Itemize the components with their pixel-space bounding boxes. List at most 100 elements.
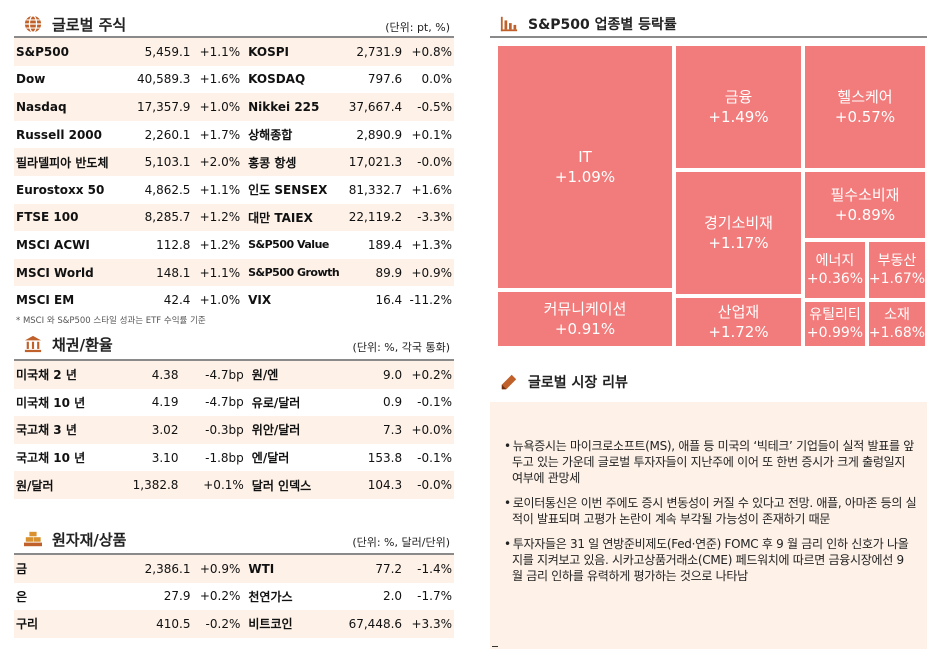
change-cell: 0.0% <box>404 65 454 94</box>
value-cell: 3.02 <box>130 416 181 444</box>
sector-name: 유틸리티 <box>809 307 861 323</box>
value-cell: 148.1 <box>130 258 193 287</box>
value-cell: 17,357.9 <box>130 93 193 121</box>
change-cell: +1.6% <box>192 65 243 94</box>
value-cell: 104.3 <box>349 471 405 499</box>
change-cell: -11.2% <box>404 286 454 314</box>
treemap-tile-real-estate: 부동산 +1.67% <box>867 240 927 300</box>
value-cell: 22,119.2 <box>346 203 405 232</box>
name-cell: 엔/달러 <box>245 443 350 472</box>
name-cell: 유로/달러 <box>245 388 350 417</box>
value-cell: 2.0 <box>346 582 405 611</box>
table-row: MSCI ACWI 112.8 +1.2% S&P500 Value 189.4 +1.3… <box>14 231 454 259</box>
table-row: Dow 40,589.3 +1.6% KOSDAQ 797.6 0.0% <box>14 65 454 94</box>
table-row: 필라델피아 반도체 5,103.1 +2.0% 홍콩 항셍 17,021.3 -0.0% <box>14 148 454 176</box>
sector-treemap-header: S&P500 업종별 등락률 <box>490 8 927 38</box>
change-cell: +1.1% <box>192 175 243 204</box>
name-cell: S&P500 Growth <box>242 258 347 287</box>
name-cell: MSCI World <box>14 258 131 287</box>
value-cell: 77.2 <box>346 554 405 583</box>
bonds-fx-unit: (단위: %, 각국 통화) <box>352 340 450 354</box>
table-row: 금 2,386.1 +0.9% WTI 77.2 -1.4% <box>14 554 454 583</box>
name-cell: 미국채 10 년 <box>14 388 131 417</box>
commodities-table: 금 2,386.1 +0.9% WTI 77.2 -1.4% 은 27.9 +0.2% 천연가스 2… <box>14 554 454 638</box>
value-cell: 5,103.1 <box>130 148 193 176</box>
change-cell: +1.7% <box>192 120 243 149</box>
change-cell: +1.3% <box>404 231 454 259</box>
pencil-icon <box>501 374 517 390</box>
name-cell: 달러 인덱스 <box>245 471 350 499</box>
commodities-header: 원자재/상품 (단위: %, 달러/단위) <box>14 523 454 555</box>
value-cell: 189.4 <box>346 231 405 259</box>
value-cell: 1,382.8 <box>130 471 181 499</box>
sector-name: 소재 <box>884 307 910 323</box>
name-cell: 국고채 3 년 <box>14 416 131 444</box>
global-stocks-unit: (단위: pt, %) <box>385 21 450 34</box>
name-cell: WTI <box>242 554 347 583</box>
sector-change: +1.17% <box>708 234 769 252</box>
change-cell: -1.7% <box>404 582 454 611</box>
bank-icon <box>24 335 42 353</box>
sector-treemap-title: S&P500 업종별 등락률 <box>528 17 677 33</box>
treemap-tile-energy: 에너지 +0.36% <box>803 240 867 300</box>
name-cell: 인도 SENSEX <box>242 175 347 204</box>
name-cell: 필라델피아 반도체 <box>14 148 131 176</box>
table-row: MSCI World 148.1 +1.1% S&P500 Growth 89.9 +0.… <box>14 258 454 287</box>
table-row: Russell 2000 2,260.1 +1.7% 상해종합 2,890.9 +0.1% <box>14 120 454 149</box>
value-cell: 40,589.3 <box>130 65 193 94</box>
right-panel: S&P500 업종별 등락률 IT +1.09% 금융 +1.49% 헬스케어 +0.57… <box>490 8 927 398</box>
sector-change: +0.36% <box>806 271 864 287</box>
value-cell: 8,285.7 <box>130 203 193 232</box>
treemap-tile-consumer-staples: 필수소비재 +0.89% <box>803 170 927 240</box>
change-cell: +0.0% <box>404 416 454 444</box>
change-cell: +0.8% <box>404 38 454 66</box>
change-cell: -4.7bp <box>180 388 246 417</box>
name-cell: MSCI ACWI <box>14 231 131 259</box>
value-cell: 112.8 <box>130 231 193 259</box>
bar-chart-icon <box>500 16 518 32</box>
global-stocks-title: 글로벌 주식 <box>52 16 127 34</box>
sector-name: 커뮤니케이션 <box>543 300 627 318</box>
name-cell: 비트코인 <box>242 610 347 638</box>
name-cell: MSCI EM <box>14 286 131 314</box>
commodities-unit: (단위: %, 달러/단위) <box>352 535 450 549</box>
change-cell: +1.1% <box>192 258 243 287</box>
table-row: Eurostoxx 50 4,862.5 +1.1% 인도 SENSEX 81,332.… <box>14 175 454 204</box>
sector-change: +1.68% <box>868 325 926 341</box>
change-cell: +1.2% <box>192 203 243 232</box>
market-review-title: 글로벌 시장 리뷰 <box>528 375 628 391</box>
sector-name: IT <box>578 148 592 166</box>
sector-name: 필수소비재 <box>830 186 900 204</box>
name-cell: 국고채 10 년 <box>14 443 131 472</box>
treemap-tile-consumer-disc: 경기소비재 +1.17% <box>674 170 803 296</box>
name-cell: Eurostoxx 50 <box>14 175 131 204</box>
change-cell: +0.9% <box>404 258 454 287</box>
change-cell: -0.3bp <box>180 416 246 444</box>
name-cell: Russell 2000 <box>14 120 131 149</box>
name-cell: FTSE 100 <box>14 203 131 232</box>
sector-change: +1.72% <box>708 323 769 341</box>
treemap-tile-materials: 소재 +1.68% <box>867 300 927 348</box>
change-cell: +1.0% <box>192 93 243 121</box>
sector-treemap: IT +1.09% 금융 +1.49% 헬스케어 +0.57% 경기소비재 +1.17% 필수소… <box>496 44 927 348</box>
value-cell: 2,386.1 <box>130 554 193 583</box>
change-cell: -0.5% <box>404 93 454 121</box>
sector-change: +1.49% <box>708 108 769 126</box>
global-stocks-header: 글로벌 주식 (단위: pt, %) <box>14 8 454 38</box>
change-cell: +1.6% <box>404 175 454 204</box>
value-cell: 2,260.1 <box>130 120 193 149</box>
gold-bars-icon <box>24 531 42 547</box>
market-review-box: 뉴욕증시는 마이크로소프트(MS), 애플 등 미국의 ‘빅테크’ 기업들이 실… <box>490 402 927 649</box>
change-cell: +0.2% <box>404 360 454 389</box>
name-cell: Dow <box>14 65 131 94</box>
name-cell: 원/달러 <box>14 471 131 499</box>
value-cell: 7.3 <box>349 416 405 444</box>
globe-icon <box>24 15 42 33</box>
table-row: S&P500 5,459.1 +1.1% KOSPI 2,731.9 +0.8% <box>14 38 454 66</box>
sector-name: 헬스케어 <box>837 88 893 106</box>
table-row: 원/달러 1,382.8 +0.1% 달러 인덱스 104.3 -0.0% <box>14 471 454 499</box>
change-cell: +0.9% <box>192 554 243 583</box>
treemap-tile-healthcare: 헬스케어 +0.57% <box>803 44 927 170</box>
change-cell: -0.0% <box>404 471 454 499</box>
value-cell: 3.10 <box>130 443 181 472</box>
